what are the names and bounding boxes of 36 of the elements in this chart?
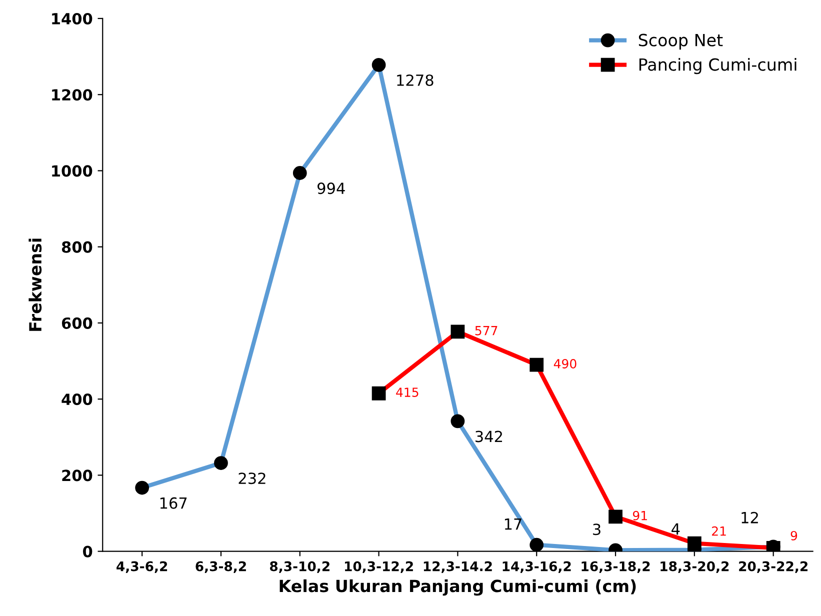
y-tick-label: 800 [62,241,92,253]
data-label: 1278 [397,74,434,86]
x-tick-label: 10,3-12,2 [345,561,413,573]
y-tick-label: 400 [62,394,92,406]
data-label: 91 [632,510,647,520]
x-tick-label: 6,3-8,2 [196,561,246,573]
y-tick-label: 0 [83,546,92,558]
legend-label: Scoop Net [638,34,723,50]
data-label: 4 [672,523,680,535]
y-tick-label: 1000 [52,165,92,177]
data-label: 17 [504,518,522,530]
data-label: 9 [790,530,798,540]
data-label: 577 [475,326,498,336]
x-tick-label: 12,3-14.2 [424,561,492,573]
data-label: 490 [554,359,576,368]
data-label: 994 [318,182,345,194]
data-label: 3 [593,524,600,536]
x-tick-label: 16,3-18,2 [582,561,650,573]
y-tick-label: 1200 [52,89,92,101]
y-tick-label: 600 [62,317,92,329]
data-label: 12 [742,512,758,524]
x-tick-label: 14,3-16,2 [502,561,571,573]
data-label: 167 [160,497,187,509]
x-axis-title: Kelas Ukuran Panjang Cumi-cumi (cm) [280,579,636,596]
data-label: 21 [712,526,726,536]
y-tick-label: 200 [62,470,92,482]
data-label: 342 [476,430,502,442]
y-axis-title: Frekwensi [28,238,42,331]
y-tick-label: 1400 [52,12,92,24]
x-tick-label: 4,3-6,2 [116,561,168,573]
x-tick-label: 8,3-10,2 [270,561,330,573]
legend-label: Pancing Cumi-cumi [639,58,796,74]
x-tick-label: 20,3-22,2 [739,561,808,573]
data-label: 232 [238,472,266,484]
x-tick-label: 18,3-20,2 [660,561,729,573]
data-label: 415 [396,388,418,397]
